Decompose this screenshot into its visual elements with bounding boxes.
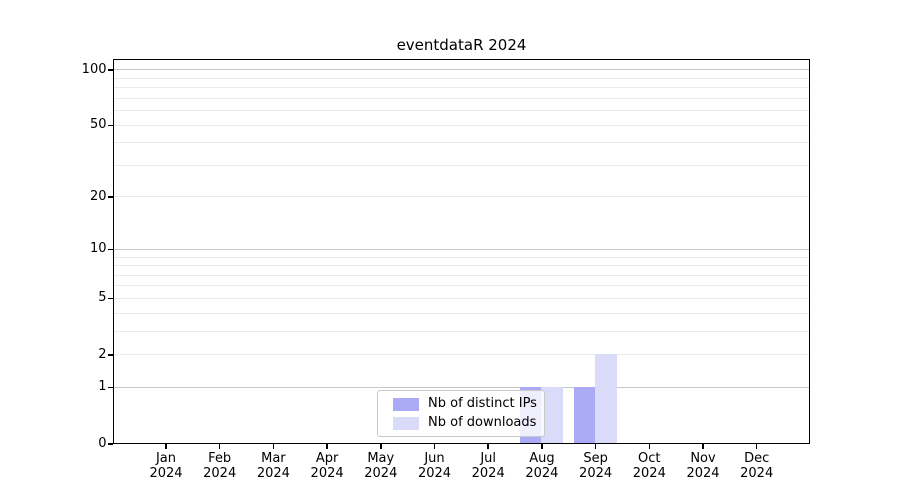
- y-gridline-major: [114, 386, 809, 388]
- x-tick-mark: [165, 444, 167, 449]
- x-tick-year: 2024: [579, 465, 613, 481]
- y-gridline-minor: [114, 354, 809, 355]
- y-tick-label: 100: [81, 61, 107, 77]
- y-tick-label: 10: [89, 241, 107, 257]
- x-tick-mark: [648, 444, 651, 449]
- legend-swatch: [393, 416, 419, 430]
- x-tick-label: Jul 2024: [458, 451, 518, 481]
- y-gridline-minor: [114, 196, 809, 198]
- y-gridline-minor: [114, 77, 809, 79]
- y-gridline-minor: [114, 97, 809, 99]
- y-tick-mark: [108, 248, 113, 251]
- y-tick-mark: [108, 443, 113, 445]
- x-tick-month: Sep: [583, 450, 608, 466]
- x-tick-label: Dec 2024: [727, 451, 787, 481]
- bar-nb-of-distinct-ips-sep: [573, 386, 596, 443]
- y-tick-label: 20: [89, 188, 107, 204]
- legend: Nb of distinct IPs Nb of downloads: [377, 390, 545, 437]
- x-tick-month: Jul: [480, 450, 497, 466]
- x-tick-month: Aug: [529, 450, 555, 466]
- x-tick-label: Jan 2024: [136, 451, 196, 481]
- y-gridline-minor: [114, 164, 809, 166]
- legend-label: Nb of distinct IPs: [428, 396, 537, 411]
- x-tick-month: Mar: [261, 450, 286, 466]
- x-tick-label: Apr 2024: [297, 451, 357, 481]
- legend-swatch: [393, 397, 419, 411]
- legend-entry: Nb of downloads: [393, 415, 544, 431]
- y-tick-mark: [108, 124, 113, 127]
- y-gridline-minor: [114, 142, 809, 144]
- x-tick-label: Nov 2024: [673, 451, 733, 481]
- x-tick-year: 2024: [686, 465, 720, 481]
- x-tick-year: 2024: [471, 465, 505, 481]
- x-tick-year: 2024: [417, 465, 452, 481]
- x-tick-mark: [380, 444, 382, 449]
- x-tick-month: May: [367, 450, 395, 466]
- x-tick-label: Mar 2024: [243, 451, 303, 481]
- x-tick-year: 2024: [740, 465, 774, 481]
- x-tick-month: Jan: [155, 450, 177, 466]
- x-tick-label: Jun 2024: [405, 451, 465, 481]
- x-tick-label: Sep 2024: [566, 451, 626, 481]
- y-gridline-major: [114, 248, 809, 250]
- x-tick-label: Feb 2024: [190, 451, 250, 481]
- x-tick-month: Dec: [744, 450, 770, 466]
- y-tick-mark: [108, 354, 113, 356]
- x-tick-mark: [755, 444, 758, 449]
- x-tick-mark: [487, 444, 489, 449]
- x-tick-year: 2024: [632, 465, 666, 481]
- x-tick-label: Oct 2024: [619, 451, 679, 481]
- x-tick-year: 2024: [203, 465, 237, 481]
- y-tick-mark: [108, 297, 113, 300]
- x-tick-month: Nov: [690, 450, 716, 466]
- y-tick-label: 1: [98, 379, 107, 395]
- y-gridline-minor: [114, 124, 809, 126]
- x-tick-mark: [702, 444, 704, 449]
- x-tick-mark: [541, 444, 543, 449]
- y-tick-mark: [108, 386, 113, 389]
- x-tick-mark: [218, 444, 221, 449]
- y-gridline-minor: [114, 312, 809, 314]
- legend-label: Nb of downloads: [428, 415, 537, 430]
- x-tick-year: 2024: [525, 465, 559, 481]
- y-gridline-minor: [114, 265, 809, 266]
- legend-entry: Nb of distinct IPs: [393, 396, 544, 412]
- x-tick-year: 2024: [256, 465, 290, 481]
- bar-nb-of-downloads-sep: [595, 354, 617, 443]
- y-tick-mark: [108, 69, 113, 71]
- x-tick-mark: [594, 444, 597, 449]
- y-gridline-minor: [114, 256, 809, 258]
- x-tick-month: Feb: [208, 450, 232, 466]
- x-tick-year: 2024: [149, 465, 183, 481]
- y-tick-label: 0: [98, 435, 107, 451]
- y-tick-label: 5: [98, 290, 107, 306]
- x-tick-month: Apr: [315, 450, 339, 466]
- bar-nb-of-downloads-aug: [541, 386, 563, 443]
- x-tick-label: May 2024: [351, 451, 411, 481]
- x-tick-year: 2024: [310, 465, 344, 481]
- x-tick-month: Jun: [424, 450, 445, 466]
- y-tick-label: 50: [89, 117, 107, 133]
- chart-title: eventdataR 2024: [396, 36, 527, 54]
- x-tick-year: 2024: [364, 465, 398, 481]
- x-tick-label: Aug 2024: [512, 451, 572, 481]
- y-gridline-minor: [114, 330, 809, 332]
- y-gridline-minor: [114, 297, 809, 299]
- x-tick-mark: [326, 444, 328, 449]
- y-gridline-major: [114, 69, 809, 71]
- plot-area: [113, 59, 810, 444]
- y-gridline-minor: [114, 274, 809, 276]
- y-gridline-minor: [114, 285, 809, 287]
- y-gridline-minor: [114, 87, 809, 88]
- x-tick-month: Oct: [638, 450, 661, 466]
- y-tick-mark: [108, 196, 113, 198]
- y-tick-label: 2: [98, 346, 107, 362]
- y-gridline-minor: [114, 110, 809, 111]
- x-tick-mark: [433, 444, 436, 449]
- x-tick-mark: [272, 444, 275, 449]
